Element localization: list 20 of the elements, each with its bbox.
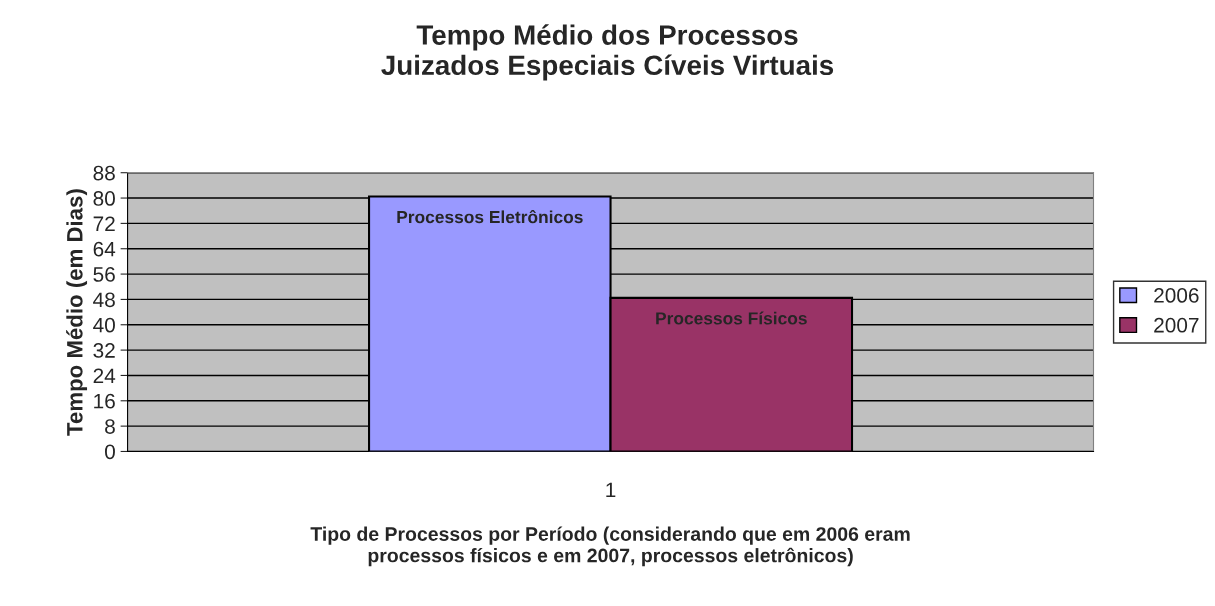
y-tick-label: 56	[93, 267, 115, 282]
y-tick-label: 0	[105, 444, 115, 460]
y-tick-label: 88	[93, 165, 115, 181]
y-tick-label: 80	[93, 191, 115, 206]
x-tick-label: 1	[606, 482, 616, 498]
x-axis-title: Tipo de Processos por Período (considerando que em 2006 eram processos físicos e em 2007, processos eletrônicos)	[310, 526, 910, 567]
y-tick-label: 16	[94, 393, 115, 409]
legend-label: 2006	[1154, 288, 1199, 303]
annotation: Processos Eletrônicos	[397, 210, 583, 224]
legend-label: 2007	[1154, 317, 1199, 333]
annotation: Processos Físicos	[656, 311, 807, 325]
y-tick-label: 40	[93, 317, 115, 333]
y-tick-label: 32	[93, 343, 115, 358]
y-tick-label: 48	[93, 292, 115, 308]
y-axis-title: Tempo Médio (em Dias)	[66, 189, 88, 436]
y-tick-label: 8	[105, 419, 115, 434]
chart-title: Tempo Médio dos Processos Juizados Especiais Cíveis Virtuais	[381, 24, 834, 81]
y-tick-label: 72	[93, 216, 115, 231]
y-tick-label: 24	[93, 368, 116, 383]
y-tick-label: 64	[93, 241, 116, 257]
